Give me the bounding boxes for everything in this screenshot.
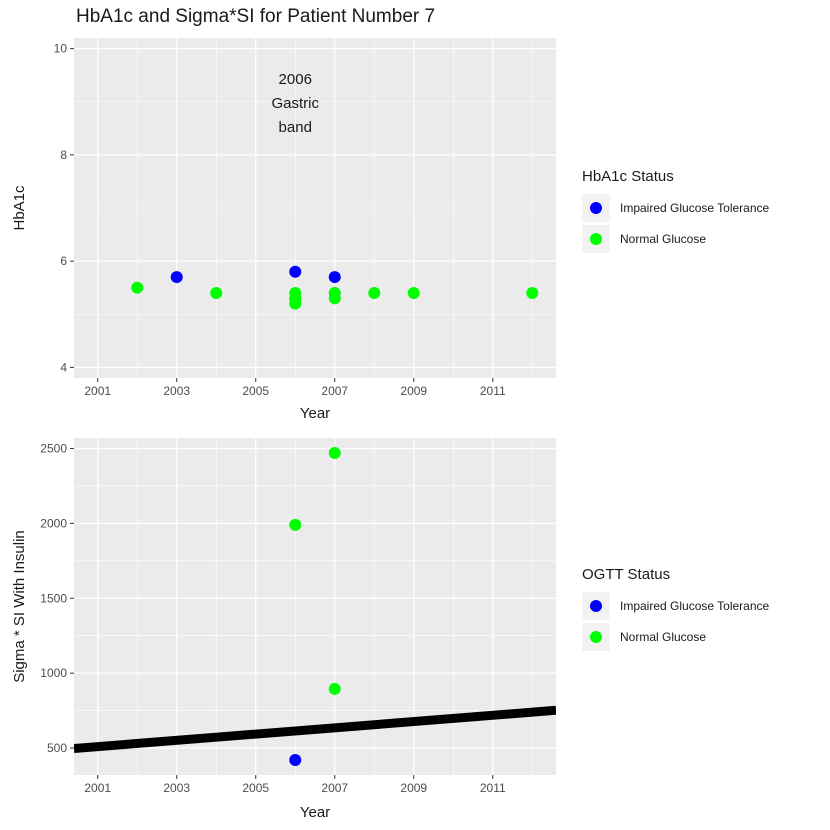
data-point [170,271,183,284]
x-axis-title: Year [300,405,330,422]
panel-1: 2001 2003 2005 2007 2009 2011 4 6 8 10 2006 Gastric… [11,38,770,422]
x-tick-label: 2003 [163,384,190,398]
y-tick-label: 500 [47,741,67,755]
x-axis-title: Year [300,804,330,821]
annotation-line: 2006 [279,71,312,88]
legend-swatch [590,631,602,643]
legend-swatch [590,202,602,214]
x-tick-label: 2005 [242,781,269,795]
x-tick-label: 2005 [242,384,269,398]
data-point [328,292,341,305]
data-point [368,287,381,299]
legend-label: Impaired Glucose Tolerance [620,201,770,215]
data-point [328,271,341,284]
legend-label: Normal Glucose [620,232,706,246]
legend-label: Normal Glucose [620,630,706,644]
x-tick-label: 2011 [480,384,506,398]
annotation-text: 2006 Gastric band [271,71,319,136]
y-tick-label: 1500 [40,591,67,605]
y-tick-label: 2500 [40,441,67,455]
x-tick-label: 2007 [321,781,348,795]
y-tick-label: 4 [60,360,67,374]
x-tick-label: 2007 [321,384,348,398]
legend-label: Impaired Glucose Tolerance [620,599,770,613]
y-tick-label: 8 [60,148,67,162]
legend-swatch [590,233,602,245]
y-tick-label: 6 [60,254,67,268]
x-tick-label: 2001 [84,384,111,398]
data-point [131,281,144,294]
data-point [407,287,420,299]
data-point [289,518,302,531]
y-axis-title: HbA1c [11,185,28,231]
data-point [289,265,302,278]
data-point [289,754,302,767]
legend-title: OGTT Status [582,566,670,583]
panel-2: 2001 2003 2005 2007 2009 2011 500 1000 1500 2000 2… [11,438,770,821]
x-tick-label: 2009 [400,384,427,398]
x-tick-label: 2009 [400,781,427,795]
annotation-line: Gastric [271,95,319,112]
y-tick-label: 1000 [40,666,67,680]
y-tick-label: 10 [54,42,68,56]
legend-swatch [590,600,602,612]
data-point [289,297,302,310]
data-point [328,446,341,459]
annotation-line: band [279,119,312,136]
data-point [526,287,539,299]
y-tick-label: 2000 [40,516,67,530]
x-tick-label: 2001 [84,781,111,795]
reference-line [74,705,556,753]
data-point [210,287,223,299]
data-point [328,682,341,695]
chart-title: HbA1c and Sigma*SI for Patient Number 7 [76,6,436,27]
y-axis-title: Sigma * SI With Insulin [11,530,28,683]
plot-background [74,438,556,775]
x-tick-label: 2003 [163,781,190,795]
legend-title: HbA1c Status [582,168,674,185]
x-tick-label: 2011 [480,781,506,795]
